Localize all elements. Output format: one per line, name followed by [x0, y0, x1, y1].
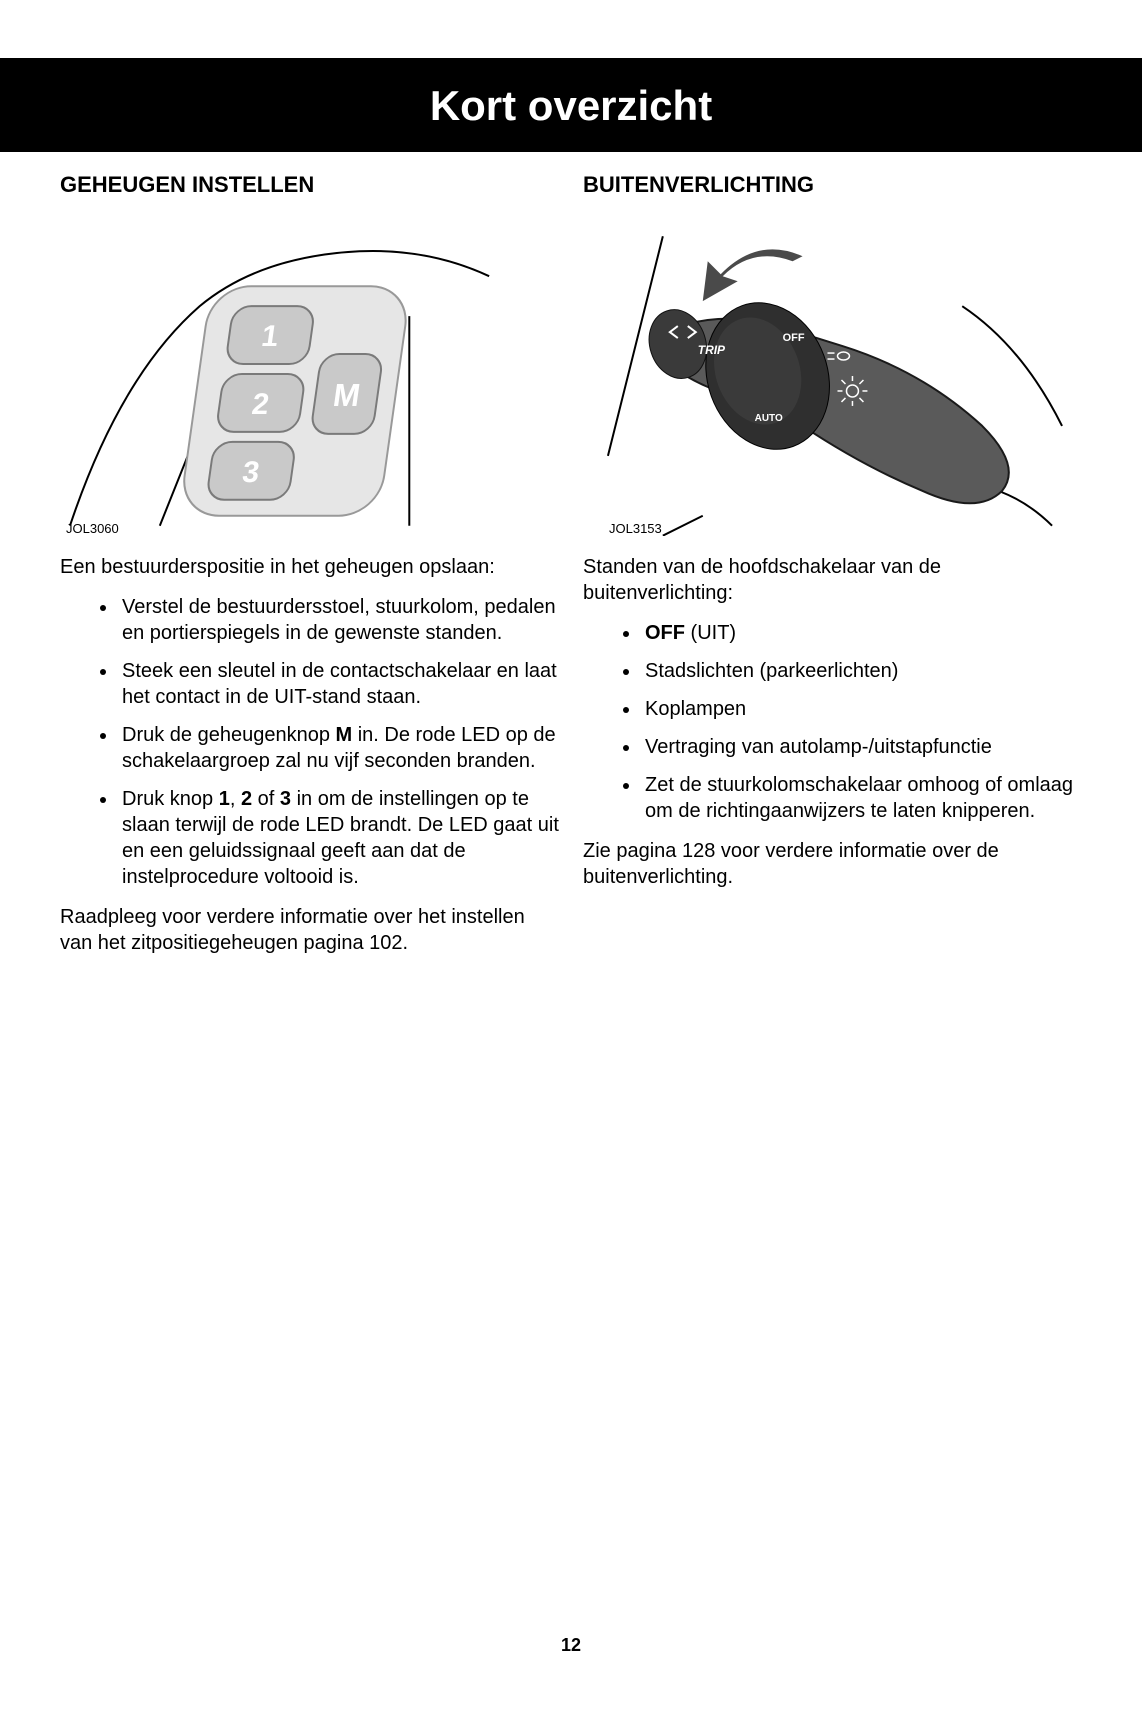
list-item: Druk de geheugenknop M in. De rode LED o… — [118, 722, 559, 774]
right-heading: BUITENVERLICHTING — [583, 172, 1082, 198]
content-columns: GEHEUGEN INSTELLEN 1 2 3 — [0, 172, 1142, 970]
page-number: 12 — [0, 1635, 1142, 1656]
left-outro: Raadpleeg voor verdere informatie over h… — [60, 904, 559, 956]
page-header: Kort overzicht — [0, 58, 1142, 152]
stalk-trip-label: TRIP — [698, 343, 725, 357]
list-item: Steek een sleutel in de contactschakelaa… — [118, 658, 559, 710]
right-figure: TRIP OFF AUTO JOL3153 — [583, 226, 1082, 536]
left-bullet-list: Verstel de bestuurdersstoel, stuurkolom,… — [60, 594, 559, 890]
left-column: GEHEUGEN INSTELLEN 1 2 3 — [60, 172, 559, 970]
list-item: Zet de stuurkolomschakelaar omhoog of om… — [641, 772, 1082, 824]
right-figure-label: JOL3153 — [609, 521, 662, 536]
left-figure-label: JOL3060 — [66, 521, 119, 536]
list-item: OFF (UIT) — [641, 620, 1082, 646]
list-item: Druk knop 1, 2 of 3 in om de instellinge… — [118, 786, 559, 890]
stalk-off-label: OFF — [783, 332, 805, 344]
list-item: Verstel de bestuurdersstoel, stuurkolom,… — [118, 594, 559, 646]
right-intro: Standen van de hoofdschakelaar van de bu… — [583, 554, 1082, 606]
memory-buttons-illustration: 1 2 3 M — [60, 226, 559, 536]
light-stalk-illustration: TRIP OFF AUTO — [583, 226, 1082, 536]
right-outro: Zie pagina 128 voor verdere informatie o… — [583, 838, 1082, 890]
right-bullet-list: OFF (UIT) Stadslichten (parkeerlichten) … — [583, 620, 1082, 824]
mem-btn-m-label: M — [331, 377, 363, 413]
page-title: Kort overzicht — [0, 82, 1142, 130]
right-column: BUITENVERLICHTING TRIP OFF A — [583, 172, 1082, 970]
left-heading: GEHEUGEN INSTELLEN — [60, 172, 559, 198]
left-figure: 1 2 3 M JOL3060 — [60, 226, 559, 536]
list-item: Koplampen — [641, 696, 1082, 722]
list-item: Vertraging van autolamp-/uitstapfunctie — [641, 734, 1082, 760]
stalk-auto-label: AUTO — [755, 413, 783, 424]
list-item: Stadslichten (parkeerlichten) — [641, 658, 1082, 684]
left-intro: Een bestuurderspositie in het geheugen o… — [60, 554, 559, 580]
